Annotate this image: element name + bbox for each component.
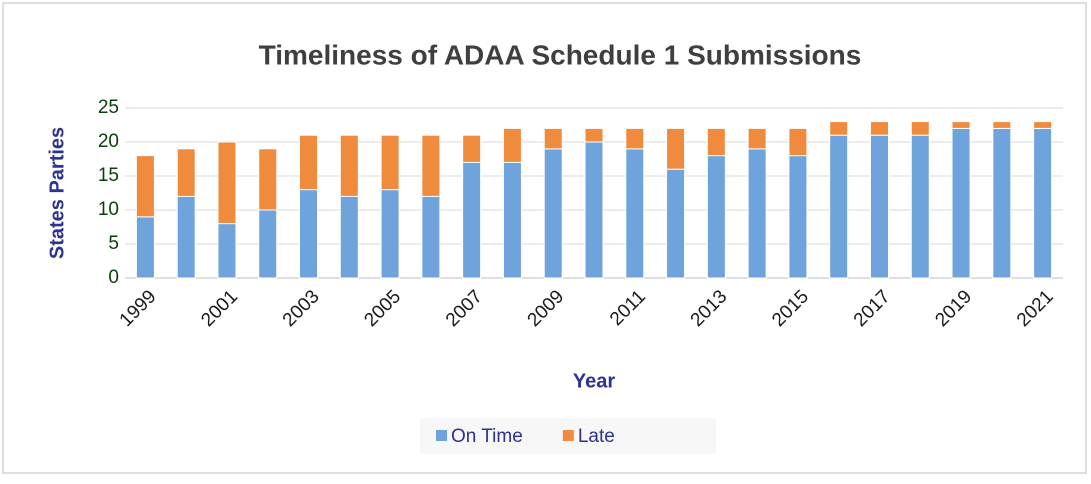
bar-segment [176, 148, 196, 197]
bar-segment [380, 189, 400, 279]
bar-segment [910, 121, 930, 136]
legend-label: On Time [451, 426, 523, 447]
bar-segment [421, 195, 441, 279]
bar-segment [543, 127, 563, 150]
bar-segment [869, 134, 889, 279]
bar-segment [992, 127, 1012, 279]
bar-segment [462, 134, 482, 163]
bar-segment [1033, 127, 1053, 279]
bar-segment [910, 134, 930, 279]
bar-segment [135, 155, 155, 218]
bar-segment [584, 127, 604, 143]
bar-segment [584, 141, 604, 279]
bar-segment [747, 148, 767, 279]
bar-segment [706, 127, 726, 157]
y-tick-label: 15 [98, 165, 119, 186]
bar-segment [625, 127, 645, 150]
y-tick-label: 0 [108, 267, 119, 288]
bar-segment [462, 161, 482, 279]
bar-segment [747, 127, 767, 150]
chart-title: Timeliness of ADAA Schedule 1 Submission… [259, 39, 862, 70]
bar-segment [502, 161, 522, 279]
y-tick-label: 20 [98, 131, 119, 152]
bar-segment [706, 155, 726, 279]
bar-segment [625, 148, 645, 279]
legend-swatch [562, 430, 574, 441]
bar-segment [951, 121, 971, 129]
bar-segment [502, 127, 522, 163]
bar-segment [869, 121, 889, 136]
bar-segment [135, 216, 155, 279]
bar-segment [421, 134, 441, 197]
y-axis-label: States Parties [46, 127, 68, 259]
y-tick-label: 10 [98, 199, 119, 220]
legend-swatch [436, 430, 447, 441]
bar-segment [543, 148, 563, 279]
x-axis-label: Year [573, 370, 615, 392]
bar-segment [339, 134, 359, 197]
bar-segment [258, 209, 278, 279]
bar-segment [217, 141, 237, 225]
bar-segment [339, 195, 359, 279]
y-tick-label: 5 [108, 233, 119, 254]
bar-segment [258, 148, 278, 211]
bar-segment [992, 121, 1012, 129]
bar-segment [380, 134, 400, 191]
bar-segment [217, 223, 237, 279]
legend-label: Late [578, 426, 615, 447]
bar-segment [951, 127, 971, 279]
bar-segment [829, 134, 849, 279]
bar-segment [1033, 121, 1053, 129]
bar-segment [299, 189, 319, 279]
bar-segment [666, 168, 686, 279]
bar-segment [788, 155, 808, 279]
bar-segment [788, 127, 808, 157]
bar-segment [666, 127, 686, 170]
y-tick-label: 25 [98, 97, 119, 118]
bar-segment [829, 121, 849, 136]
bar-segment [176, 195, 196, 279]
bar-segment [299, 134, 319, 191]
